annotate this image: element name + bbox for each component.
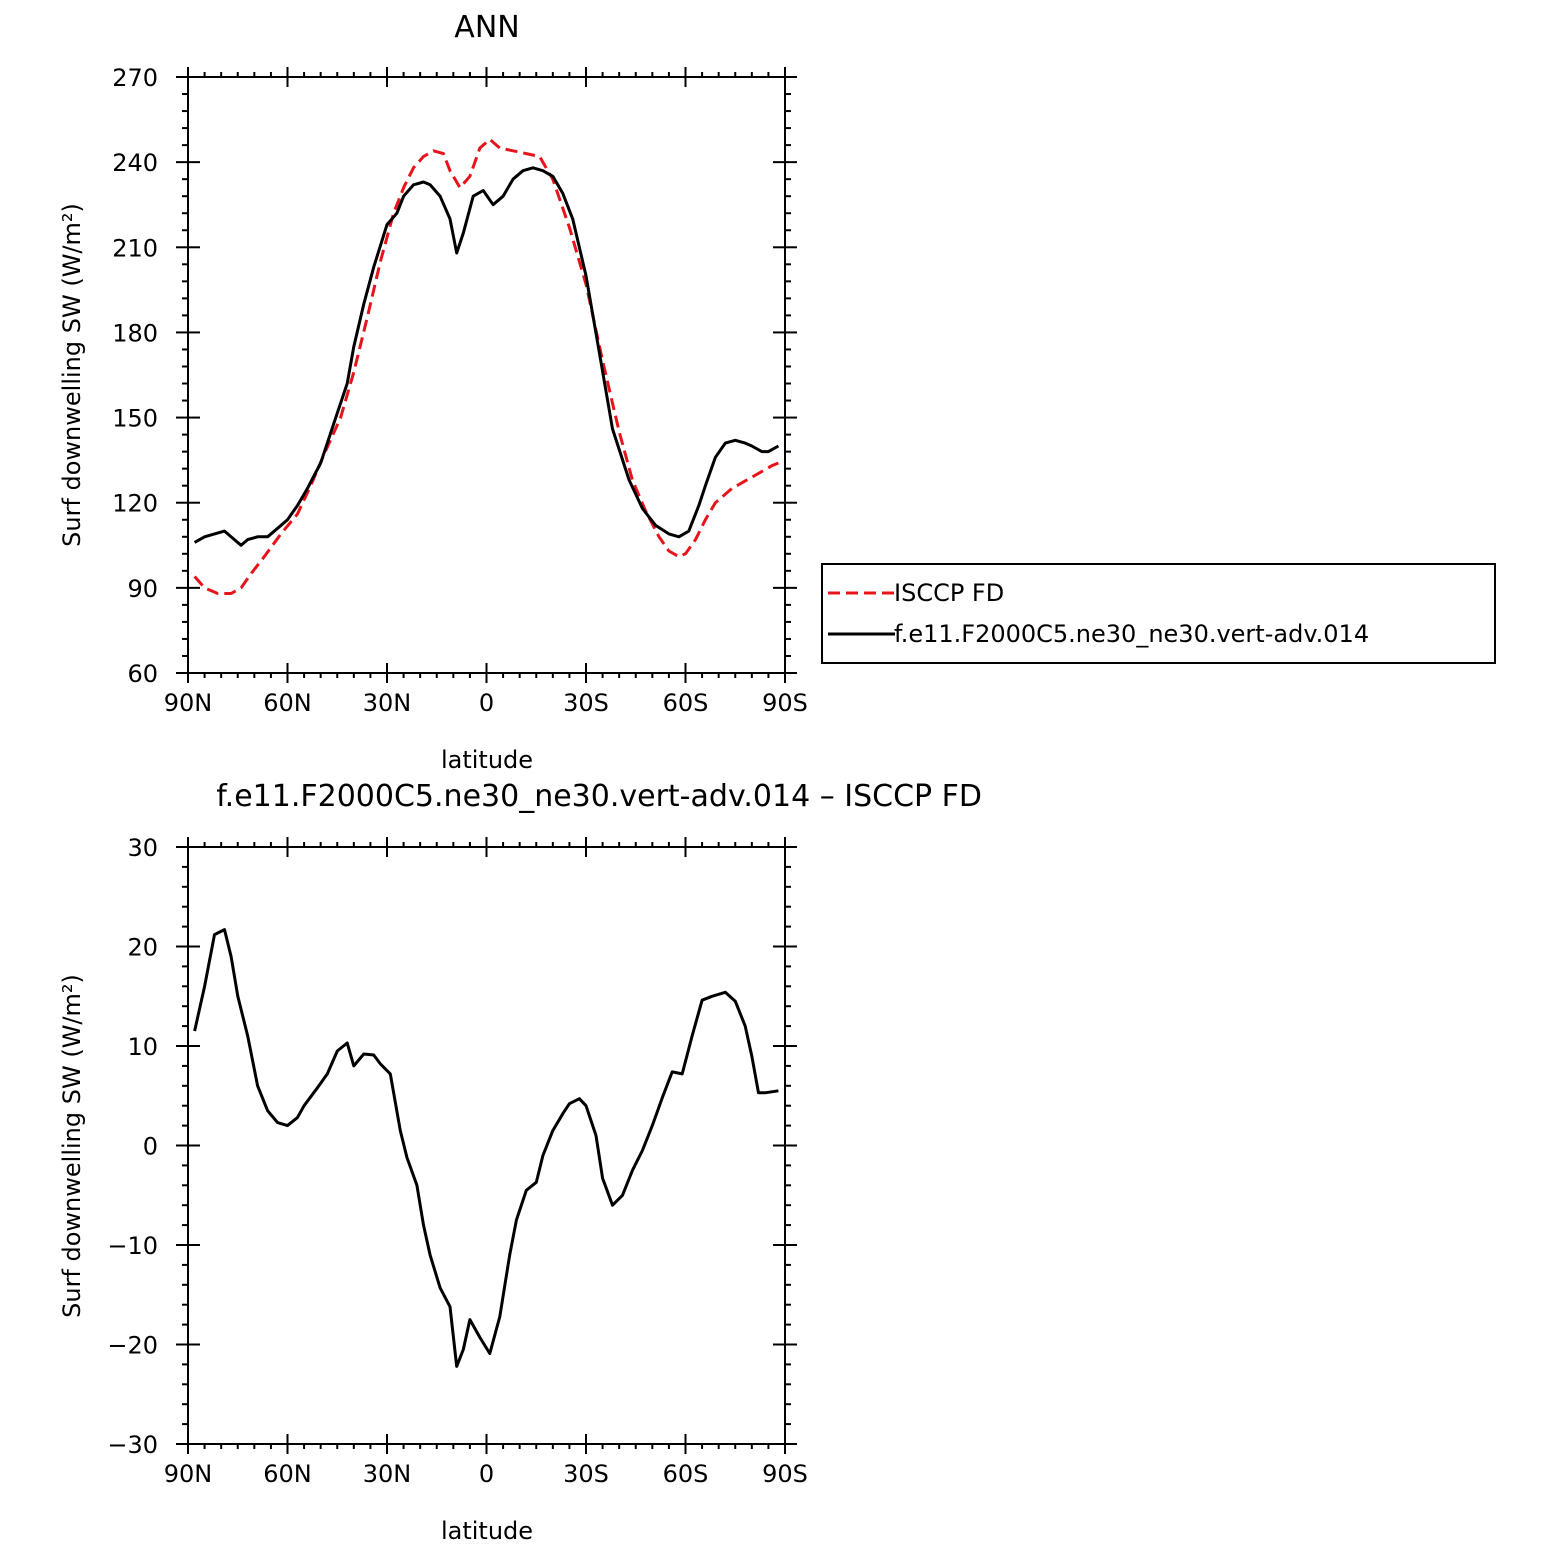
top-y-tick-label: 240 [112, 149, 158, 177]
top-y-tick-label: 60 [127, 660, 158, 688]
bottom-chart-title: f.e11.F2000C5.ne30_ne30.vert-adv.014 – I… [216, 779, 982, 814]
top-y-tick-label: 90 [127, 575, 158, 603]
bottom-x-axis-label: latitude [441, 1517, 533, 1545]
bottom-y-axis-label: Surf downwelling SW (W/m²) [58, 974, 86, 1318]
legend: ISCCP FD f.e11.F2000C5.ne30_ne30.vert-ad… [821, 563, 1496, 664]
bottom-axes: 90N 60N 30N 0 30S 60S 90S −30 −20 −10 0 10 20 30 [107, 834, 808, 1488]
bottom-x-tick-label: 30S [563, 1460, 609, 1488]
top-x-axis-label: latitude [441, 746, 533, 774]
top-y-axis-label: Surf downwelling SW (W/m²) [58, 203, 86, 547]
bottom-x-tick-label: 30N [363, 1460, 412, 1488]
top-x-tick-label: 60S [663, 689, 709, 717]
top-x-tick-label: 90N [164, 689, 213, 717]
top-chart-title: ANN [454, 10, 519, 45]
top-y-tick-label: 270 [112, 64, 158, 92]
bottom-x-tick-label: 60N [263, 1460, 312, 1488]
bottom-y-tick-label: −20 [107, 1332, 158, 1360]
legend-label-isccp: ISCCP FD [894, 579, 1004, 607]
bottom-y-tick-label: 0 [143, 1133, 158, 1161]
legend-box [821, 563, 1496, 664]
top-y-tick-label: 150 [112, 405, 158, 433]
top-x-tick-label: 30N [363, 689, 412, 717]
top-y-tick-label: 210 [112, 234, 158, 262]
bottom-y-tick-label: 20 [127, 934, 158, 962]
top-x-tick-label: 90S [762, 689, 808, 717]
top-y-tick-label: 120 [112, 490, 158, 518]
bottom-series-layer [193, 928, 779, 1368]
bottom-y-tick-label: −10 [107, 1232, 158, 1260]
bottom-x-tick-label: 60S [663, 1460, 709, 1488]
top-axes: 90N 60N 30N 0 30S 60S 90S 60 90 120 150 180 210 240 27… [112, 64, 808, 717]
bottom-series-line-model [193, 928, 779, 1368]
bottom-y-tick-label: −30 [107, 1431, 158, 1459]
bottom-y-tick-label: 30 [127, 834, 158, 862]
top-x-tick-label: 0 [479, 689, 494, 717]
legend-label-model: f.e11.F2000C5.ne30_ne30.vert-adv.014 [894, 620, 1369, 648]
bottom-x-tick-label: 90N [164, 1460, 213, 1488]
top-series-line-model [193, 166, 780, 547]
bottom-y-tick-label: 10 [127, 1033, 158, 1061]
bottom-x-tick-label: 0 [479, 1460, 494, 1488]
top-series-layer [193, 137, 780, 595]
bottom-plot-frame [187, 846, 786, 1445]
top-x-tick-label: 30S [563, 689, 609, 717]
bottom-x-tick-label: 90S [762, 1460, 808, 1488]
top-panel: ANN 90N 60N 30N 0 30S 60S 90S 60 90 120 150 180 210 2… [58, 10, 808, 774]
bottom-panel: f.e11.F2000C5.ne30_ne30.vert-adv.014 – I… [58, 779, 982, 1545]
top-x-tick-label: 60N [263, 689, 312, 717]
top-y-tick-label: 180 [112, 319, 158, 347]
top-plot-frame [187, 76, 786, 674]
